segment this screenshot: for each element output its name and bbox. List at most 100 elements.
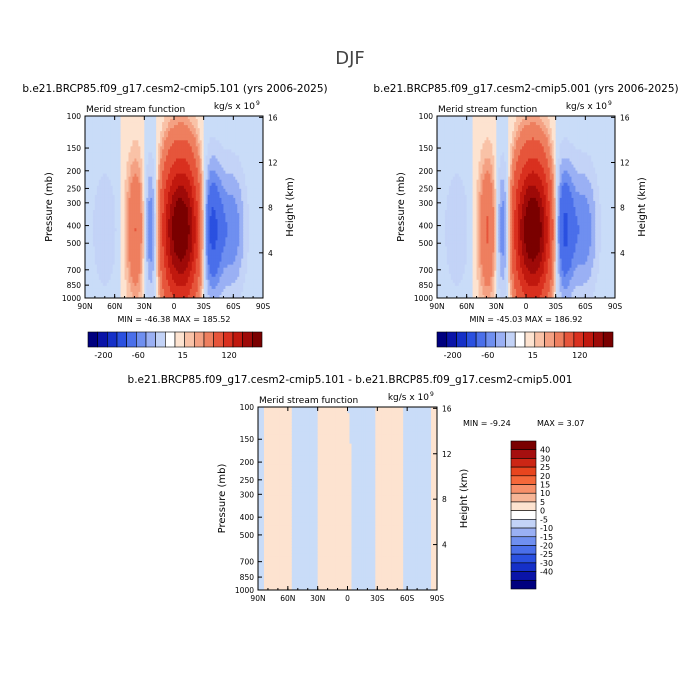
field-cell: [110, 270, 114, 275]
field-cell: [150, 252, 153, 257]
field-cell: [213, 291, 217, 296]
field-cell: [247, 158, 250, 163]
field-cell: [156, 191, 159, 196]
field-cell: [92, 170, 96, 175]
field-cell: [92, 143, 96, 147]
field-cell: [185, 243, 189, 248]
field-cell: [247, 225, 250, 229]
field-cell: [227, 261, 230, 266]
field-cell: [100, 194, 104, 199]
field-cell: [197, 131, 201, 135]
field-cell: [160, 225, 163, 229]
field-cell: [134, 164, 138, 169]
field-cell: [211, 258, 215, 263]
field-cell: [134, 176, 138, 181]
field-cell: [229, 149, 232, 153]
field-cell: [231, 167, 234, 172]
field-cell: [172, 143, 175, 147]
field-cell: [209, 152, 213, 157]
field-cell: [136, 119, 139, 123]
field-cell: [94, 173, 98, 178]
field-cell: [170, 188, 173, 193]
field-cell: [191, 131, 195, 135]
field-cell: [207, 140, 211, 144]
field-cell: [239, 128, 242, 132]
field-cell: [128, 234, 132, 238]
field-cell: [162, 137, 165, 141]
field-cell: [110, 158, 114, 163]
field-cell: [128, 194, 132, 199]
field-cell: [154, 176, 157, 181]
field-cell: [205, 164, 209, 169]
field-cell: [217, 155, 221, 160]
field-cell: [203, 125, 207, 129]
field-cell: [203, 116, 207, 120]
field-cell: [85, 164, 88, 169]
field-cell: [223, 213, 227, 217]
field-cell: [148, 282, 151, 287]
field-cell: [201, 119, 205, 123]
field-cell: [136, 197, 139, 202]
field-cell: [225, 119, 228, 123]
field-cell: [134, 173, 138, 178]
field-cell: [229, 146, 232, 150]
field-cell: [98, 200, 102, 205]
field-cell: [223, 140, 227, 144]
field-cell: [197, 161, 201, 166]
field-cell: [116, 264, 120, 269]
field-cell: [235, 261, 238, 266]
field-cell: [90, 219, 94, 223]
field-cell: [164, 149, 167, 153]
field-cell: [146, 173, 149, 178]
field-cell: [124, 240, 128, 244]
field-cell: [201, 200, 205, 205]
field-cell: [158, 273, 161, 278]
field-cell: [189, 194, 193, 199]
field-cell: [170, 140, 173, 144]
field-cell: [102, 140, 106, 144]
field-cell: [215, 270, 219, 275]
field-cell: [166, 279, 169, 284]
field-cell: [164, 237, 167, 241]
field-cell: [201, 134, 205, 138]
field-cell: [227, 182, 230, 187]
field-cell: [191, 179, 195, 184]
field-cell: [245, 270, 248, 275]
field-cell: [100, 267, 104, 272]
field-cell: [104, 267, 108, 272]
field-cell: [136, 207, 139, 211]
field-cell: [197, 149, 201, 153]
field-cell: [136, 276, 139, 281]
field-cell: [205, 194, 209, 199]
field-cell: [199, 231, 203, 235]
field-cell: [156, 216, 159, 220]
field-cell: [122, 261, 126, 266]
field-cell: [162, 291, 165, 296]
field-cell: [106, 176, 110, 181]
field-cell: [205, 237, 209, 241]
field-cell: [122, 200, 126, 205]
field-cell: [156, 167, 159, 172]
field-cell: [189, 170, 193, 175]
field-cell: [237, 170, 240, 175]
field-cell: [239, 225, 242, 229]
field-cell: [225, 270, 228, 275]
field-cell: [144, 264, 147, 269]
field-cell: [195, 179, 199, 184]
field-cell: [235, 149, 238, 153]
field-cell: [231, 185, 234, 190]
field-cell: [96, 179, 100, 184]
field-cell: [225, 282, 228, 287]
field-cell: [172, 179, 175, 184]
field-cell: [174, 285, 177, 290]
field-cell: [86, 276, 90, 281]
field-cell: [158, 237, 161, 241]
field-cell: [237, 167, 240, 172]
field-cell: [225, 258, 228, 263]
field-cell: [158, 134, 161, 138]
field-cell: [108, 267, 112, 272]
field-cell: [112, 258, 116, 263]
field-cell: [191, 246, 195, 251]
field-cell: [98, 249, 102, 254]
field-cell: [189, 210, 193, 214]
